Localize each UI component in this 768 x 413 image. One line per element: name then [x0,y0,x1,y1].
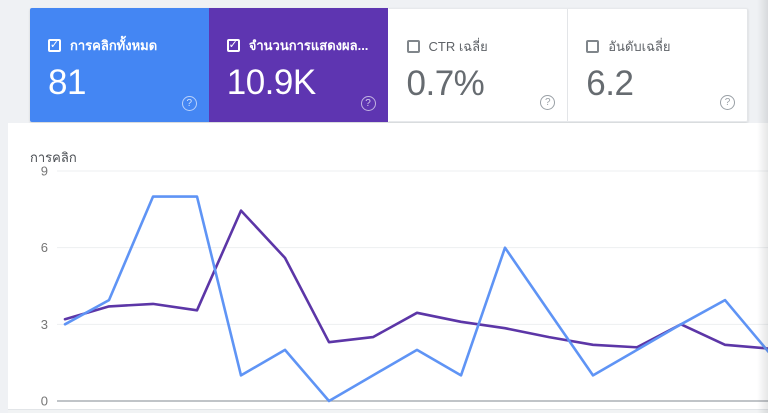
help-icon[interactable]: ? [540,95,556,110]
help-icon[interactable]: ? [360,96,376,111]
checkbox-checked-icon[interactable]: ✓ [48,39,61,52]
chart-bottom-edge [8,409,768,413]
metric-card-total-clicks[interactable]: ✓ การคลิกทั้งหมด 81 ? [30,8,209,122]
checkbox-unchecked-icon[interactable] [406,40,420,53]
help-icon[interactable]: ? [181,96,197,111]
metric-value: 81 [48,63,86,102]
metric-card-average-ctr[interactable]: CTR เฉลี่ย 0.7% ? [387,8,568,122]
checkbox-unchecked-icon[interactable] [586,40,600,53]
metric-card-average-position[interactable]: อันดับเฉลี่ย 6.2 ? [567,8,748,122]
metric-card-total-impressions[interactable]: ✓ จำนวนการแสดงผล... 10.9K ? [208,8,388,122]
metric-label: จำนวนการแสดงผล... [248,38,369,53]
metric-value: 10.9K [226,63,316,102]
metric-value: 6.2 [586,64,634,103]
metric-label: อันดับเฉลี่ย [608,39,671,54]
metric-label: การคลิกทั้งหมด [70,38,158,53]
metric-cards-row: ✓ การคลิกทั้งหมด 81 ? ✓ จำนวนการแสดงผล..… [30,8,748,122]
metric-label: CTR เฉลี่ย [428,39,488,54]
metric-value: 0.7% [406,64,485,103]
checkbox-checked-icon[interactable]: ✓ [226,39,240,52]
help-icon[interactable]: ? [720,95,735,110]
chart-axis-title: การคลิก [30,150,77,165]
performance-chart-card: การคลิก [8,123,768,409]
